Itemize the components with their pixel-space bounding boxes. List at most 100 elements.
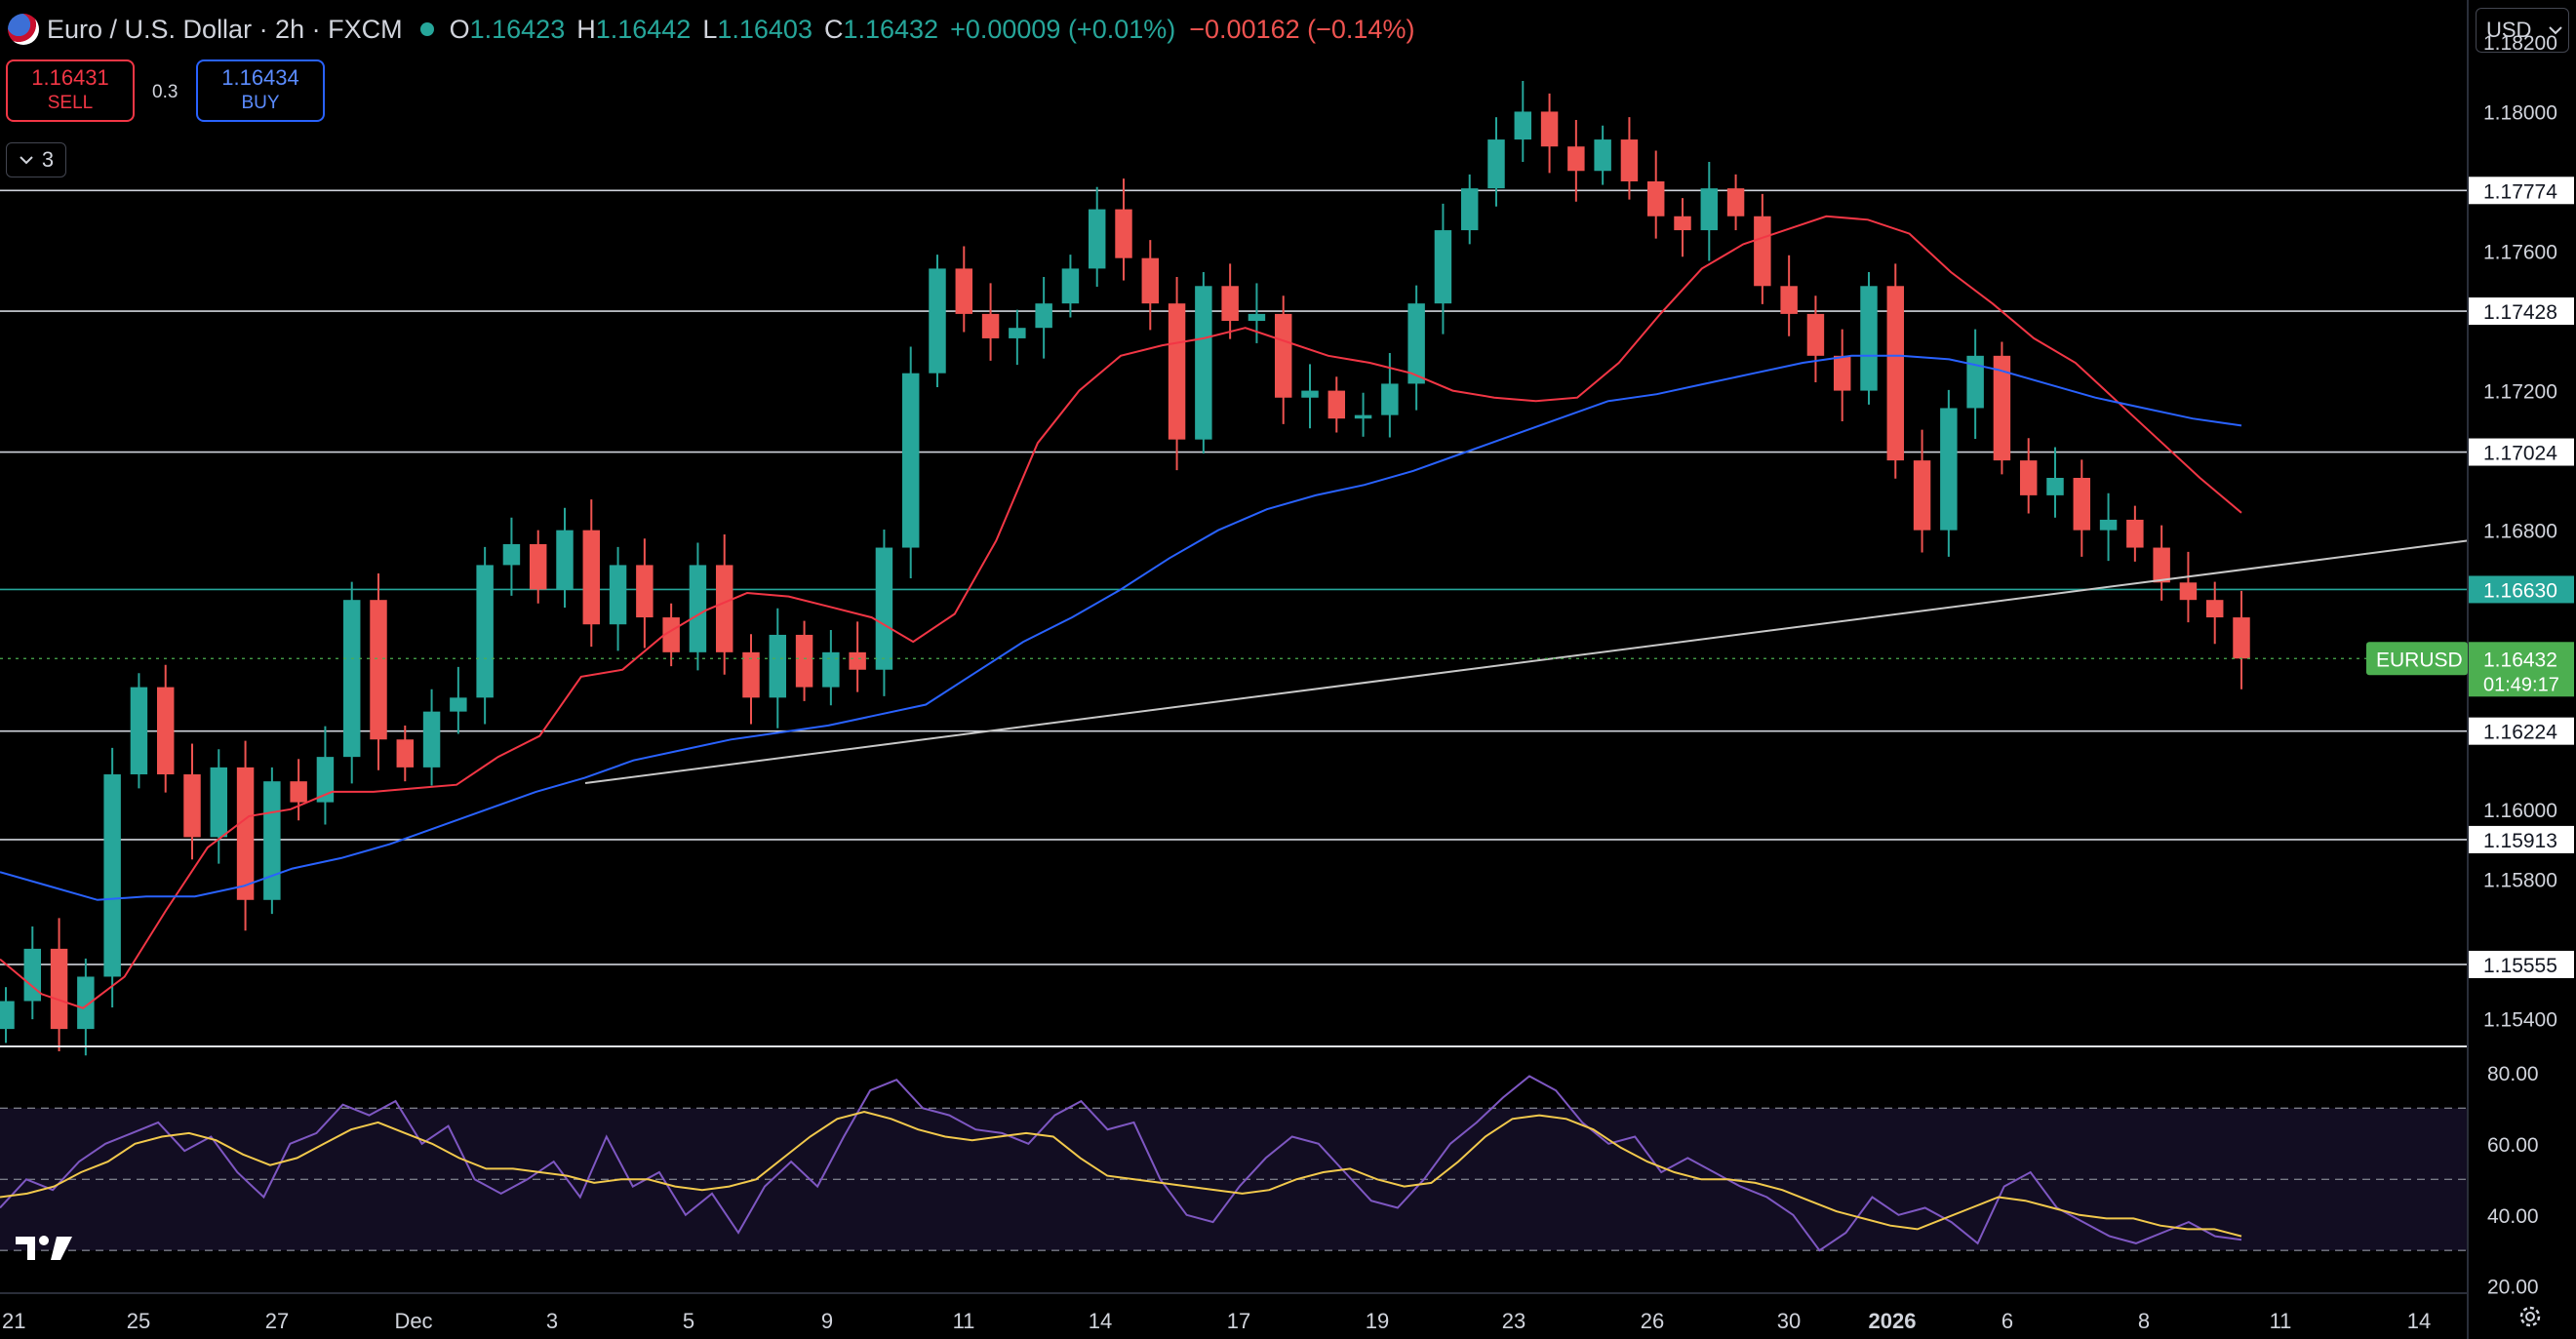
- last-price-label: 1.16432: [2483, 649, 2557, 671]
- candle-body: [2099, 519, 2118, 531]
- candle-body: [715, 565, 733, 652]
- level-label: 1.15555: [2483, 955, 2557, 977]
- countdown-label: 01:49:17: [2483, 674, 2559, 695]
- candle-body: [1168, 303, 1186, 440]
- candle-body: [1674, 216, 1691, 231]
- time-tick-label: 17: [1227, 1309, 1250, 1333]
- time-tick-label: Dec: [394, 1309, 432, 1333]
- price-tick-label: 1.15400: [2483, 1008, 2557, 1031]
- candle-body: [582, 530, 601, 625]
- candle-body: [1434, 230, 1452, 304]
- level-label: 1.16630: [2483, 579, 2557, 602]
- time-tick-label: 9: [821, 1309, 833, 1333]
- time-tick-label: 19: [1366, 1309, 1389, 1333]
- candle-body: [1567, 146, 1585, 172]
- candle-body: [742, 651, 760, 698]
- level-label-bg: [2469, 575, 2574, 604]
- candle-body: [1035, 303, 1052, 329]
- candle-body: [822, 651, 840, 688]
- candle-body: [422, 711, 441, 768]
- candle-body: [769, 634, 787, 698]
- time-tick-label: 25: [127, 1309, 150, 1333]
- candle-body: [689, 565, 707, 652]
- candle-body: [556, 530, 574, 590]
- candle-body: [1009, 328, 1026, 338]
- candle-body: [1354, 414, 1372, 419]
- rsi-line: [0, 1075, 2242, 1252]
- candle-body: [476, 565, 494, 698]
- eu-us-flag-icon: [8, 14, 39, 45]
- symbol-title[interactable]: Euro / U.S. Dollar · 2h · FXCM: [47, 14, 403, 44]
- sell-button[interactable]: 1.16431 SELL: [6, 59, 135, 122]
- candle-body: [290, 781, 307, 803]
- candle-body: [1487, 139, 1505, 189]
- time-tick-label: 8: [2138, 1309, 2150, 1333]
- rsi-tick-label: 60.00: [2487, 1134, 2539, 1157]
- candle-body: [1620, 139, 1639, 181]
- indicators-toggle-button[interactable]: 3: [6, 142, 66, 177]
- level-label-bg: [2469, 297, 2574, 326]
- market-status-icon: [419, 22, 434, 36]
- price-tick-label: 1.17200: [2483, 381, 2557, 404]
- candle-body: [1860, 286, 1878, 391]
- candle-body: [1195, 286, 1212, 440]
- symbol-tag-label: EURUSD: [2376, 649, 2463, 671]
- level-label: 1.17774: [2483, 180, 2557, 203]
- level-label-bg: [2469, 717, 2574, 745]
- candle-body: [103, 774, 121, 977]
- candle-body: [316, 757, 335, 803]
- price-tick-label: 1.17600: [2483, 242, 2557, 264]
- time-tick-label: 21: [2, 1309, 25, 1333]
- rsi-tick-label: 20.00: [2487, 1277, 2539, 1299]
- low-value: 1.16403: [717, 14, 812, 44]
- candle-body: [2205, 600, 2224, 618]
- settings-gear-icon[interactable]: [2517, 1303, 2544, 1330]
- time-tick-label: 26: [1641, 1309, 1664, 1333]
- high-value: 1.16442: [595, 14, 692, 44]
- candle-body: [1274, 313, 1292, 398]
- candle-body: [50, 948, 68, 1030]
- currency-select[interactable]: USD: [2476, 8, 2569, 53]
- candle-body: [450, 697, 467, 712]
- symbol-tag-bg: [2366, 642, 2468, 676]
- candle-body: [662, 617, 680, 652]
- buy-button[interactable]: 1.16434 BUY: [196, 59, 325, 122]
- candle-body: [1780, 286, 1798, 314]
- high-label: H: [576, 14, 596, 44]
- price-tick-label: 1.15800: [2483, 869, 2557, 891]
- candle-body: [1913, 460, 1931, 531]
- close-value: 1.16432: [843, 14, 939, 44]
- price-axis[interactable]: 1.17774 1.17428 1.17024 1.16630 1.16224 1.159…: [2469, 32, 2574, 1031]
- session-change-value: −0.00162 (−0.14%): [1189, 14, 1415, 44]
- level-label: 1.15913: [2483, 830, 2557, 852]
- chevron-down-icon: [2549, 26, 2563, 35]
- candle-body: [2153, 547, 2170, 583]
- candle-body: [529, 543, 547, 590]
- candle-body: [2019, 460, 2038, 495]
- trendline[interactable]: [584, 539, 2469, 784]
- candle-body: [1726, 188, 1745, 217]
- time-tick-label: 11: [953, 1309, 975, 1333]
- rsi-ma-line: [0, 1110, 2242, 1238]
- change-value: +0.00009 (+0.01%): [950, 14, 1176, 44]
- rsi-tick-label: 80.00: [2487, 1063, 2539, 1085]
- level-label-bg: [2469, 438, 2574, 466]
- candle-body: [929, 268, 946, 374]
- sell-price: 1.16431: [31, 65, 109, 90]
- candle-body: [901, 373, 920, 548]
- candle-body: [130, 687, 148, 775]
- candle-body: [875, 547, 893, 670]
- candle-body: [342, 600, 361, 758]
- candle-body: [2046, 478, 2064, 495]
- time-axis[interactable]: 21 25 27 Dec 3 5 9 11 14 17 19 23 26 30 2026 6 8 11 14: [2, 1309, 2431, 1333]
- candle-body: [23, 948, 42, 1002]
- rsi-tick-label: 40.00: [2487, 1205, 2539, 1228]
- candles: [0, 80, 2250, 1056]
- candle-body: [1088, 209, 1106, 269]
- last-price-tag: EURUSD 1.16432 01:49:17: [0, 642, 2574, 697]
- candle-body: [2233, 617, 2250, 659]
- price-tick-label: 1.16000: [2483, 800, 2557, 822]
- rsi-pane: 80.00 60.00 40.00 20.00: [0, 1063, 2539, 1299]
- indicator-count: 3: [41, 147, 55, 172]
